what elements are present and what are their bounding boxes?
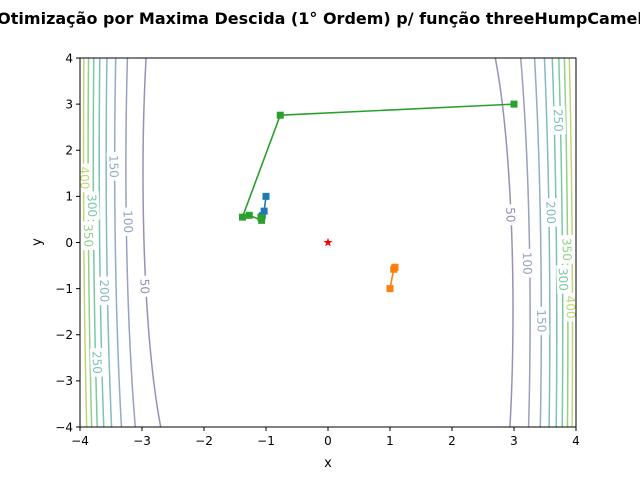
contour-left-200 <box>105 58 113 427</box>
contour-label-group: 150 <box>106 151 122 181</box>
contour-label: 400 <box>563 295 578 318</box>
contour-label-group: 250 <box>551 105 567 135</box>
x-tick-label: 3 <box>510 434 518 448</box>
contour-label: 200 <box>97 279 112 302</box>
contour-label-bg <box>503 204 519 226</box>
contour-label-bg <box>551 105 567 135</box>
contour-label-bg <box>81 221 97 251</box>
contour-label-bg <box>97 276 113 306</box>
contour-label-group: 350 <box>559 234 575 264</box>
path-marker <box>391 263 399 271</box>
y-tick-label: −1 <box>55 282 73 296</box>
path-line <box>241 103 515 222</box>
x-axis: −4 −3 −2 −1 0 1 2 3 4 <box>71 427 580 448</box>
y-tick-label: 1 <box>65 190 73 204</box>
contour-right-100 <box>519 58 531 427</box>
contour-right-150 <box>533 58 543 427</box>
contour-left-100 <box>125 58 137 427</box>
contour-label-group: 100 <box>520 248 536 278</box>
contour-label-group: 350 <box>81 221 97 251</box>
x-tick-label: 0 <box>324 434 332 448</box>
contour-label: 150 <box>534 309 549 332</box>
path-marker <box>510 100 518 108</box>
y-tick-label: 2 <box>65 144 73 158</box>
contour-label-group: 100 <box>120 207 136 237</box>
x-tick-label: 2 <box>448 434 456 448</box>
contour-right-50 <box>494 58 514 427</box>
path-marker <box>257 214 265 222</box>
y-axis-label: y <box>30 238 45 246</box>
minimum-marker <box>323 237 333 247</box>
y-tick-label: 3 <box>65 97 73 111</box>
x-axis-label: x <box>324 456 332 471</box>
path-marker <box>276 111 284 119</box>
path-marker <box>260 207 268 215</box>
y-axis: −4 −3 −2 −1 0 1 2 3 4 <box>55 51 80 434</box>
x-tick-label: −3 <box>133 434 151 448</box>
contour-label-group: 300 <box>84 191 100 221</box>
x-tick-label: −1 <box>257 434 275 448</box>
contour-label: 100 <box>121 210 136 233</box>
x-tick-label: −4 <box>71 434 89 448</box>
x-tick-label: 1 <box>386 434 394 448</box>
contour-label-group: 300 <box>556 264 572 294</box>
contour-label: 100 <box>520 252 535 275</box>
contour-label-group: 250 <box>89 347 105 377</box>
contour-label-bg <box>120 207 136 237</box>
contour-label: 250 <box>90 351 105 374</box>
path-marker <box>262 192 270 200</box>
contour-label-bg <box>556 264 572 294</box>
contour-label: 200 <box>543 201 558 224</box>
contour-label-bg <box>137 275 153 298</box>
contour-left-250 <box>98 58 105 427</box>
contour-left-150 <box>113 58 123 427</box>
contour-label-bg <box>543 198 559 227</box>
contour-label: 250 <box>551 109 566 132</box>
contour-label: 50 <box>137 278 152 294</box>
contour-label: 50 <box>503 207 518 223</box>
y-tick-label: −2 <box>55 328 73 342</box>
contour-label-group: 200 <box>543 198 559 227</box>
chart-title: Otimização por Maxima Descida (1° Ordem)… <box>0 9 640 28</box>
contour-label-bg <box>84 191 100 221</box>
contour-label-bg <box>534 306 550 336</box>
contour-label-group: 50 <box>503 204 519 226</box>
contour-label: 350 <box>81 224 96 247</box>
contour-label-bg <box>520 248 536 278</box>
contour-label: 300 <box>556 268 571 291</box>
path-marker <box>386 285 394 293</box>
path-marker <box>245 211 253 219</box>
contour-label: 400 <box>77 166 92 189</box>
contour-label-group: 400 <box>563 292 579 322</box>
contour-label: 300 <box>85 194 100 217</box>
y-tick-label: 0 <box>65 236 73 250</box>
contour-label-group: 200 <box>97 276 113 306</box>
contour-labels: 50 100 150 200 250 300 350 400 50 100 150 200 250 300… <box>77 105 579 377</box>
contour-label-group: 400 <box>77 163 93 193</box>
x-tick-label: 4 <box>572 434 580 448</box>
contour-right-200 <box>543 58 551 427</box>
optimization-paths <box>238 100 518 293</box>
contour-label-group: 150 <box>534 306 550 336</box>
contour-label-group: 50 <box>137 275 153 298</box>
contour-left-50 <box>142 58 162 427</box>
contour-label: 150 <box>106 155 121 178</box>
contour-label-bg <box>77 163 93 193</box>
y-tick-label: 4 <box>65 51 73 65</box>
path-marker <box>238 213 246 221</box>
x-tick-label: −2 <box>195 434 213 448</box>
contour-label-bg <box>563 292 579 322</box>
contour-label: 350 <box>559 238 574 261</box>
y-tick-label: −3 <box>55 374 73 388</box>
contour-label-bg <box>89 347 105 377</box>
y-tick-label: −4 <box>55 420 73 434</box>
contour-label-bg <box>106 151 122 181</box>
contour-label-bg <box>559 234 575 264</box>
